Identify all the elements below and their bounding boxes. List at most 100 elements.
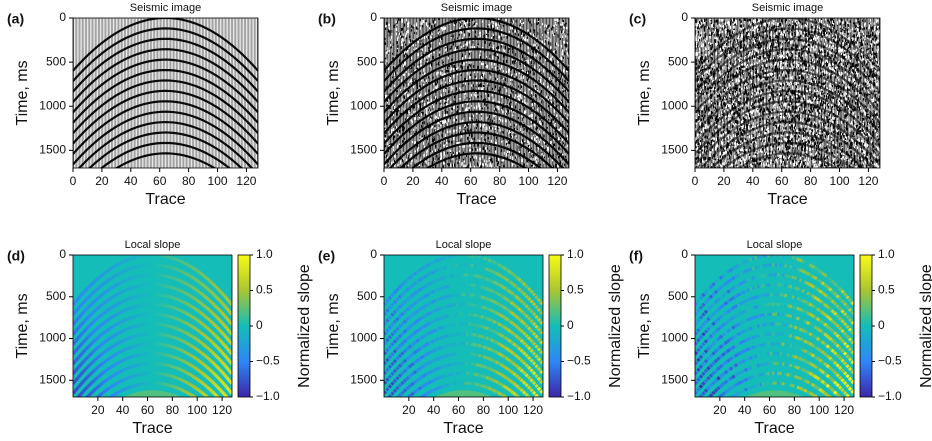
noise — [854, 84, 857, 87]
noise — [388, 29, 390, 33]
noise — [433, 24, 436, 28]
noise — [462, 145, 464, 148]
noise — [842, 156, 844, 159]
noise — [430, 62, 433, 67]
noise — [772, 94, 774, 98]
x-tick-label: 120 — [236, 174, 256, 188]
noise — [436, 72, 438, 76]
noise — [710, 96, 712, 100]
noise — [391, 161, 393, 166]
noise — [466, 97, 468, 99]
noise — [770, 45, 772, 48]
noise — [537, 162, 539, 166]
noise — [547, 154, 549, 158]
noise — [468, 57, 470, 60]
noise — [563, 31, 565, 33]
noise — [423, 35, 426, 39]
noise — [736, 161, 738, 163]
noise — [431, 32, 433, 36]
noise — [467, 145, 469, 148]
noise — [476, 111, 478, 115]
seismic-event — [73, 18, 258, 72]
noise — [715, 19, 718, 23]
noise — [564, 23, 566, 27]
noise — [539, 39, 541, 42]
noise — [476, 105, 478, 109]
noise — [533, 164, 535, 166]
noise — [755, 164, 757, 167]
noise — [392, 43, 394, 47]
noise — [521, 82, 523, 86]
noise — [527, 150, 530, 153]
seismic-event — [384, 110, 569, 166]
noise — [493, 53, 495, 56]
noise — [510, 109, 512, 112]
noise — [496, 53, 499, 56]
noise — [727, 133, 730, 137]
noise — [408, 21, 410, 25]
noise — [792, 65, 794, 69]
noise — [500, 118, 502, 122]
noise — [760, 90, 762, 94]
noise — [400, 79, 402, 83]
noise — [525, 59, 527, 62]
noise — [792, 145, 794, 148]
noise — [407, 29, 409, 34]
noise — [722, 46, 725, 50]
noise — [467, 71, 469, 75]
noise — [451, 85, 453, 88]
noise — [417, 50, 419, 53]
noise — [871, 53, 873, 57]
noise — [776, 56, 778, 59]
noise — [811, 107, 813, 111]
noise — [718, 142, 720, 145]
noise — [476, 22, 478, 25]
noise — [709, 36, 711, 39]
noise — [417, 166, 419, 168]
noise — [405, 36, 408, 40]
noise — [441, 140, 443, 142]
noise — [821, 70, 823, 73]
noise — [415, 130, 417, 135]
noise — [474, 76, 476, 78]
noise — [546, 145, 548, 148]
noise — [754, 141, 757, 144]
noise — [403, 73, 406, 76]
noise — [835, 37, 837, 39]
noise — [459, 126, 461, 130]
noise — [429, 52, 431, 56]
noise — [524, 127, 526, 131]
y-tick-label: 1500 — [350, 143, 377, 157]
noise — [733, 27, 735, 31]
noise — [836, 46, 838, 49]
noise — [426, 109, 428, 113]
noise — [538, 21, 540, 25]
noise — [407, 164, 410, 167]
noise — [739, 141, 741, 144]
noise — [409, 35, 411, 38]
noise — [816, 27, 818, 31]
noise — [533, 46, 535, 49]
noise — [470, 46, 472, 49]
noise — [723, 99, 725, 103]
noise — [707, 59, 710, 62]
noise — [497, 45, 499, 50]
noise — [741, 129, 743, 132]
noise — [849, 20, 851, 23]
noise — [761, 19, 763, 22]
noise — [433, 96, 435, 100]
noise — [487, 118, 489, 120]
noise — [516, 138, 518, 141]
noise — [773, 34, 775, 37]
noise — [498, 35, 500, 38]
noise — [738, 50, 740, 53]
noise — [468, 29, 470, 33]
noise — [555, 24, 557, 27]
noise — [557, 60, 559, 64]
noise — [487, 34, 489, 37]
noise — [456, 142, 458, 145]
noise — [499, 67, 501, 71]
noise — [875, 51, 878, 55]
noise — [568, 91, 569, 94]
noise — [486, 116, 488, 120]
